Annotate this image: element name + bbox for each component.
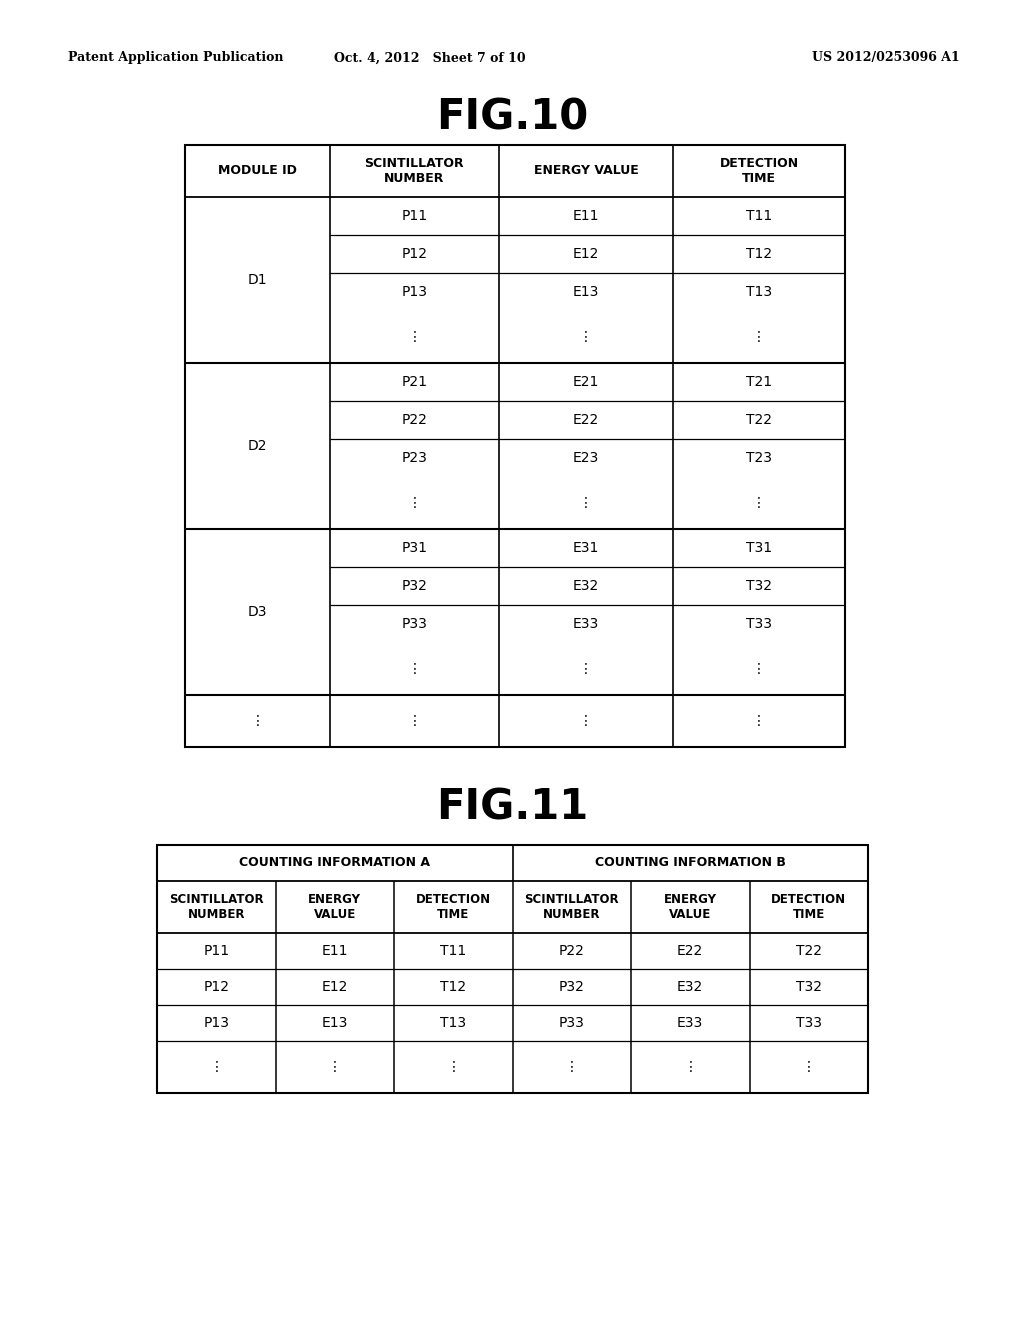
Text: ⋮: ⋮ (753, 496, 766, 510)
Text: P32: P32 (559, 979, 585, 994)
Text: ⋮: ⋮ (408, 330, 421, 345)
Text: E32: E32 (572, 579, 599, 593)
Text: E12: E12 (572, 247, 599, 261)
Text: P12: P12 (401, 247, 427, 261)
Text: ⋮: ⋮ (579, 714, 593, 729)
Text: E22: E22 (677, 944, 703, 958)
Text: T11: T11 (746, 209, 772, 223)
Text: ⋮: ⋮ (579, 663, 593, 676)
Text: T23: T23 (746, 451, 772, 465)
Bar (185, 145, 845, 747)
Text: ⋮: ⋮ (209, 1060, 223, 1074)
Text: T31: T31 (746, 541, 772, 554)
Text: ⋮: ⋮ (408, 663, 421, 676)
Text: DETECTION
TIME: DETECTION TIME (720, 157, 799, 185)
Text: MODULE ID: MODULE ID (218, 165, 297, 177)
Text: DETECTION
TIME: DETECTION TIME (771, 894, 846, 921)
Text: T12: T12 (440, 979, 466, 994)
Text: T12: T12 (746, 247, 772, 261)
Text: E13: E13 (322, 1016, 348, 1030)
Text: E13: E13 (572, 285, 599, 300)
Text: ENERGY VALUE: ENERGY VALUE (534, 165, 638, 177)
Text: T21: T21 (746, 375, 772, 389)
Text: ⋮: ⋮ (328, 1060, 342, 1074)
Text: FIG.11: FIG.11 (436, 785, 588, 828)
Text: ⋮: ⋮ (446, 1060, 460, 1074)
Text: P21: P21 (401, 375, 427, 389)
Text: P12: P12 (203, 979, 229, 994)
Text: ENERGY
VALUE: ENERGY VALUE (308, 894, 361, 921)
Text: P22: P22 (559, 944, 585, 958)
Text: SCINTILLATOR
NUMBER: SCINTILLATOR NUMBER (524, 894, 620, 921)
Text: T22: T22 (746, 413, 772, 426)
Text: P23: P23 (401, 451, 427, 465)
Text: T13: T13 (746, 285, 772, 300)
Text: E23: E23 (572, 451, 599, 465)
Text: P11: P11 (203, 944, 229, 958)
Text: ⋮: ⋮ (408, 496, 421, 510)
Text: ⋮: ⋮ (753, 663, 766, 676)
Text: E11: E11 (572, 209, 599, 223)
Text: T11: T11 (440, 944, 466, 958)
Text: E21: E21 (572, 375, 599, 389)
Text: COUNTING INFORMATION B: COUNTING INFORMATION B (595, 857, 785, 870)
Text: D3: D3 (248, 605, 267, 619)
Text: ⋮: ⋮ (802, 1060, 816, 1074)
Text: E32: E32 (677, 979, 703, 994)
Text: E12: E12 (322, 979, 348, 994)
Text: E22: E22 (572, 413, 599, 426)
Text: E33: E33 (677, 1016, 703, 1030)
Text: D2: D2 (248, 440, 267, 453)
Text: P31: P31 (401, 541, 427, 554)
Text: ENERGY
VALUE: ENERGY VALUE (664, 894, 717, 921)
Text: ⋮: ⋮ (408, 714, 421, 729)
Text: E11: E11 (322, 944, 348, 958)
Text: SCINTILLATOR
NUMBER: SCINTILLATOR NUMBER (365, 157, 464, 185)
Text: US 2012/0253096 A1: US 2012/0253096 A1 (812, 51, 961, 65)
Bar (157, 845, 868, 1093)
Text: FIG.10: FIG.10 (436, 96, 588, 139)
Text: D1: D1 (248, 273, 267, 286)
Text: ⋮: ⋮ (753, 714, 766, 729)
Text: ⋮: ⋮ (251, 714, 264, 729)
Text: P33: P33 (559, 1016, 585, 1030)
Text: T33: T33 (746, 616, 772, 631)
Text: P11: P11 (401, 209, 427, 223)
Text: Oct. 4, 2012   Sheet 7 of 10: Oct. 4, 2012 Sheet 7 of 10 (334, 51, 525, 65)
Text: T32: T32 (796, 979, 821, 994)
Text: T22: T22 (796, 944, 821, 958)
Text: P22: P22 (401, 413, 427, 426)
Text: ⋮: ⋮ (753, 330, 766, 345)
Text: T13: T13 (440, 1016, 466, 1030)
Text: P32: P32 (401, 579, 427, 593)
Text: DETECTION
TIME: DETECTION TIME (416, 894, 490, 921)
Text: ⋮: ⋮ (565, 1060, 579, 1074)
Text: COUNTING INFORMATION A: COUNTING INFORMATION A (240, 857, 430, 870)
Text: ⋮: ⋮ (579, 330, 593, 345)
Text: E31: E31 (572, 541, 599, 554)
Text: SCINTILLATOR
NUMBER: SCINTILLATOR NUMBER (169, 894, 263, 921)
Text: P13: P13 (203, 1016, 229, 1030)
Text: ⋮: ⋮ (579, 496, 593, 510)
Text: T33: T33 (796, 1016, 821, 1030)
Text: P13: P13 (401, 285, 427, 300)
Text: T32: T32 (746, 579, 772, 593)
Text: E33: E33 (572, 616, 599, 631)
Text: P33: P33 (401, 616, 427, 631)
Text: Patent Application Publication: Patent Application Publication (68, 51, 284, 65)
Text: ⋮: ⋮ (683, 1060, 697, 1074)
